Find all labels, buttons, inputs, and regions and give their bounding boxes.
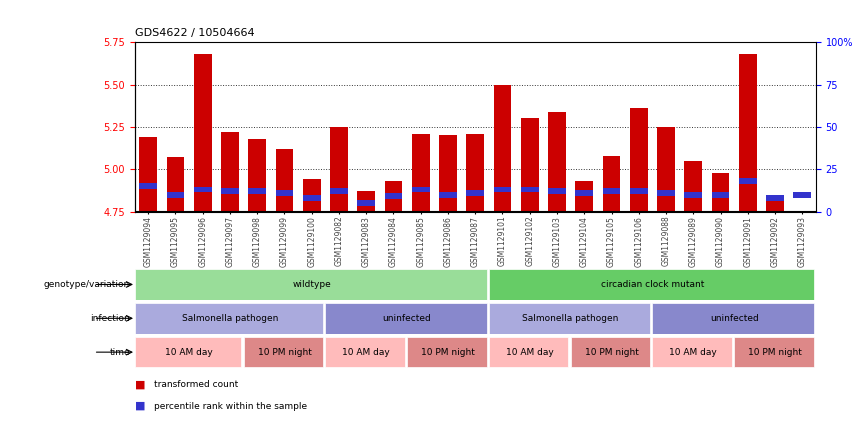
Text: 10 AM day: 10 AM day	[342, 348, 390, 357]
Bar	[135, 337, 241, 367]
Bar	[221, 188, 239, 194]
Bar	[684, 192, 702, 198]
Bar	[602, 156, 621, 212]
Bar	[248, 188, 266, 194]
Bar	[570, 337, 650, 367]
Bar	[630, 188, 648, 194]
Bar	[439, 192, 457, 198]
Text: ■: ■	[135, 401, 148, 411]
Bar	[326, 303, 487, 333]
Bar	[221, 132, 239, 212]
Text: time: time	[109, 348, 130, 357]
Bar	[139, 183, 157, 189]
Bar	[766, 200, 784, 212]
Bar	[548, 188, 566, 194]
Bar	[657, 190, 675, 196]
Text: 10 AM day: 10 AM day	[506, 348, 554, 357]
Bar	[194, 187, 212, 192]
Text: 10 PM night: 10 PM night	[748, 348, 802, 357]
Bar	[548, 112, 566, 212]
Bar	[330, 188, 348, 194]
Bar	[326, 337, 404, 367]
Bar	[653, 337, 732, 367]
Bar	[630, 108, 648, 212]
Bar	[385, 181, 403, 212]
Bar	[466, 190, 484, 196]
Bar	[330, 127, 348, 212]
Text: transformed count: transformed count	[154, 380, 238, 390]
Bar	[358, 191, 375, 212]
Bar	[303, 179, 320, 212]
Bar	[575, 190, 593, 196]
Bar	[466, 134, 484, 212]
Bar	[411, 187, 430, 192]
Bar	[739, 54, 757, 212]
Bar	[739, 178, 757, 184]
Text: Salmonella pathogen: Salmonella pathogen	[181, 314, 278, 323]
Text: percentile rank within the sample: percentile rank within the sample	[154, 401, 306, 411]
Text: infection: infection	[90, 314, 130, 323]
Bar	[248, 139, 266, 212]
Text: GDS4622 / 10504664: GDS4622 / 10504664	[135, 28, 254, 38]
Bar	[521, 118, 539, 212]
Bar	[139, 137, 157, 212]
Bar	[793, 192, 812, 198]
Bar	[407, 337, 487, 367]
Bar	[575, 181, 593, 212]
Bar	[439, 135, 457, 212]
Text: wildtype: wildtype	[293, 280, 331, 289]
Bar	[385, 193, 403, 199]
Text: Salmonella pathogen: Salmonella pathogen	[523, 314, 619, 323]
Bar	[135, 303, 323, 333]
Bar	[653, 303, 813, 333]
Text: circadian clock mutant: circadian clock mutant	[601, 280, 704, 289]
Bar	[489, 303, 650, 333]
Bar	[521, 187, 539, 192]
Text: 10 PM night: 10 PM night	[258, 348, 312, 357]
Bar	[489, 269, 813, 299]
Bar	[489, 337, 569, 367]
Text: 10 AM day: 10 AM day	[165, 348, 213, 357]
Bar	[411, 134, 430, 212]
Bar	[275, 190, 293, 196]
Bar	[135, 269, 487, 299]
Bar	[303, 195, 320, 201]
Bar	[766, 195, 784, 201]
Text: 10 PM night: 10 PM night	[421, 348, 475, 357]
Bar	[194, 54, 212, 212]
Text: ■: ■	[135, 380, 148, 390]
Text: uninfected: uninfected	[710, 314, 759, 323]
Bar	[602, 188, 621, 194]
Bar	[494, 85, 511, 212]
Bar	[167, 157, 184, 212]
Text: uninfected: uninfected	[383, 314, 431, 323]
Bar	[494, 187, 511, 192]
Text: 10 PM night: 10 PM night	[584, 348, 639, 357]
Bar	[167, 192, 184, 198]
Bar	[734, 337, 813, 367]
Bar	[275, 149, 293, 212]
Bar	[657, 127, 675, 212]
Text: 10 AM day: 10 AM day	[669, 348, 717, 357]
Bar	[712, 173, 729, 212]
Bar	[712, 192, 729, 198]
Bar	[684, 161, 702, 212]
Bar	[244, 337, 323, 367]
Bar	[358, 200, 375, 206]
Text: genotype/variation: genotype/variation	[44, 280, 130, 289]
